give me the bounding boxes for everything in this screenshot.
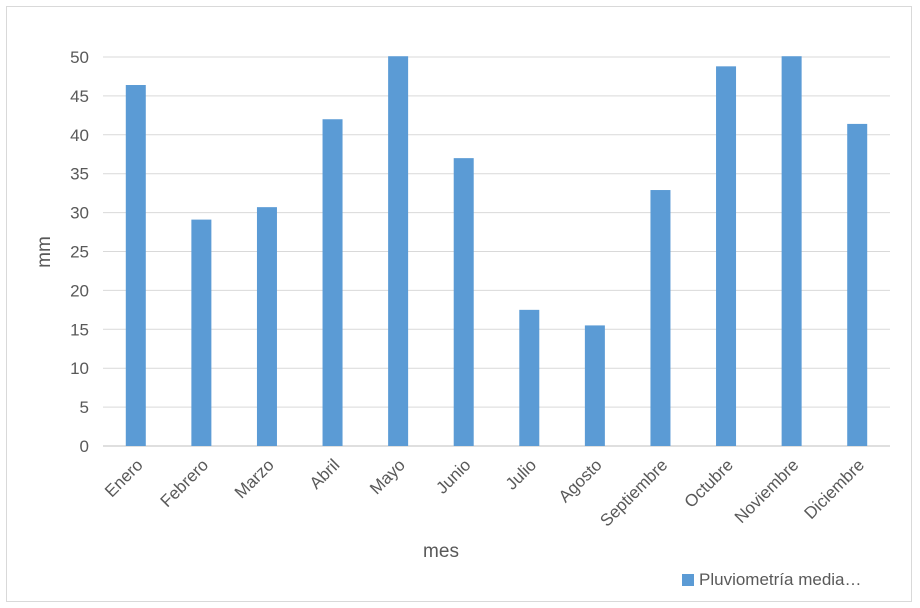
x-tick-label: Diciembre xyxy=(800,455,868,523)
bar-junio xyxy=(453,158,474,446)
x-tick-label: Septiembre xyxy=(596,455,671,530)
bar-mayo xyxy=(388,56,409,447)
bar-octubre xyxy=(716,66,737,446)
x-tick-label: Junio xyxy=(432,455,474,497)
bar-noviembre xyxy=(781,56,802,447)
y-tick-labels: 0 5 10 15 20 25 30 35 40 45 50 xyxy=(70,48,89,456)
bar-abril xyxy=(322,119,343,447)
bar-marzo xyxy=(256,207,277,446)
bar-enero xyxy=(125,85,146,447)
x-tick-label: Enero xyxy=(101,455,147,501)
legend: Pluviometría media… xyxy=(682,570,862,589)
x-tick-label: Febrero xyxy=(157,455,213,511)
y-tick-label: 30 xyxy=(70,204,89,223)
gridlines xyxy=(103,56,890,447)
x-axis-title: mes xyxy=(423,541,459,562)
y-tick-label: 50 xyxy=(70,48,89,67)
y-tick-label: 45 xyxy=(70,87,89,106)
y-tick-label: 0 xyxy=(80,437,89,456)
legend-label: Pluviometría media… xyxy=(699,570,862,589)
y-tick-label: 15 xyxy=(70,320,89,339)
x-tick-label: Marzo xyxy=(231,455,278,502)
y-tick-label: 5 xyxy=(80,398,89,417)
y-tick-label: 35 xyxy=(70,165,89,184)
bars xyxy=(125,56,868,447)
legend-swatch xyxy=(682,574,694,586)
x-tick-label: Octubre xyxy=(681,455,737,511)
bar-febrero xyxy=(191,219,212,446)
bar-julio xyxy=(519,309,540,446)
y-tick-label: 10 xyxy=(70,359,89,378)
y-tick-label: 20 xyxy=(70,281,89,300)
bar-diciembre xyxy=(847,123,868,447)
x-tick-label: Noviembre xyxy=(731,455,803,527)
x-tick-label: Abril xyxy=(306,455,343,492)
x-tick-label: Agosto xyxy=(555,455,606,506)
y-tick-label: 40 xyxy=(70,126,89,145)
y-axis-title: mm xyxy=(34,236,55,268)
x-tick-label: Mayo xyxy=(366,455,409,498)
y-tick-label: 25 xyxy=(70,243,89,262)
x-tick-label: Julio xyxy=(502,455,540,493)
x-tick-labels: Enero Febrero Marzo Abril Mayo Junio Julio Agos… xyxy=(101,455,868,530)
bar-agosto xyxy=(584,325,605,446)
bar-septiembre xyxy=(650,190,671,446)
